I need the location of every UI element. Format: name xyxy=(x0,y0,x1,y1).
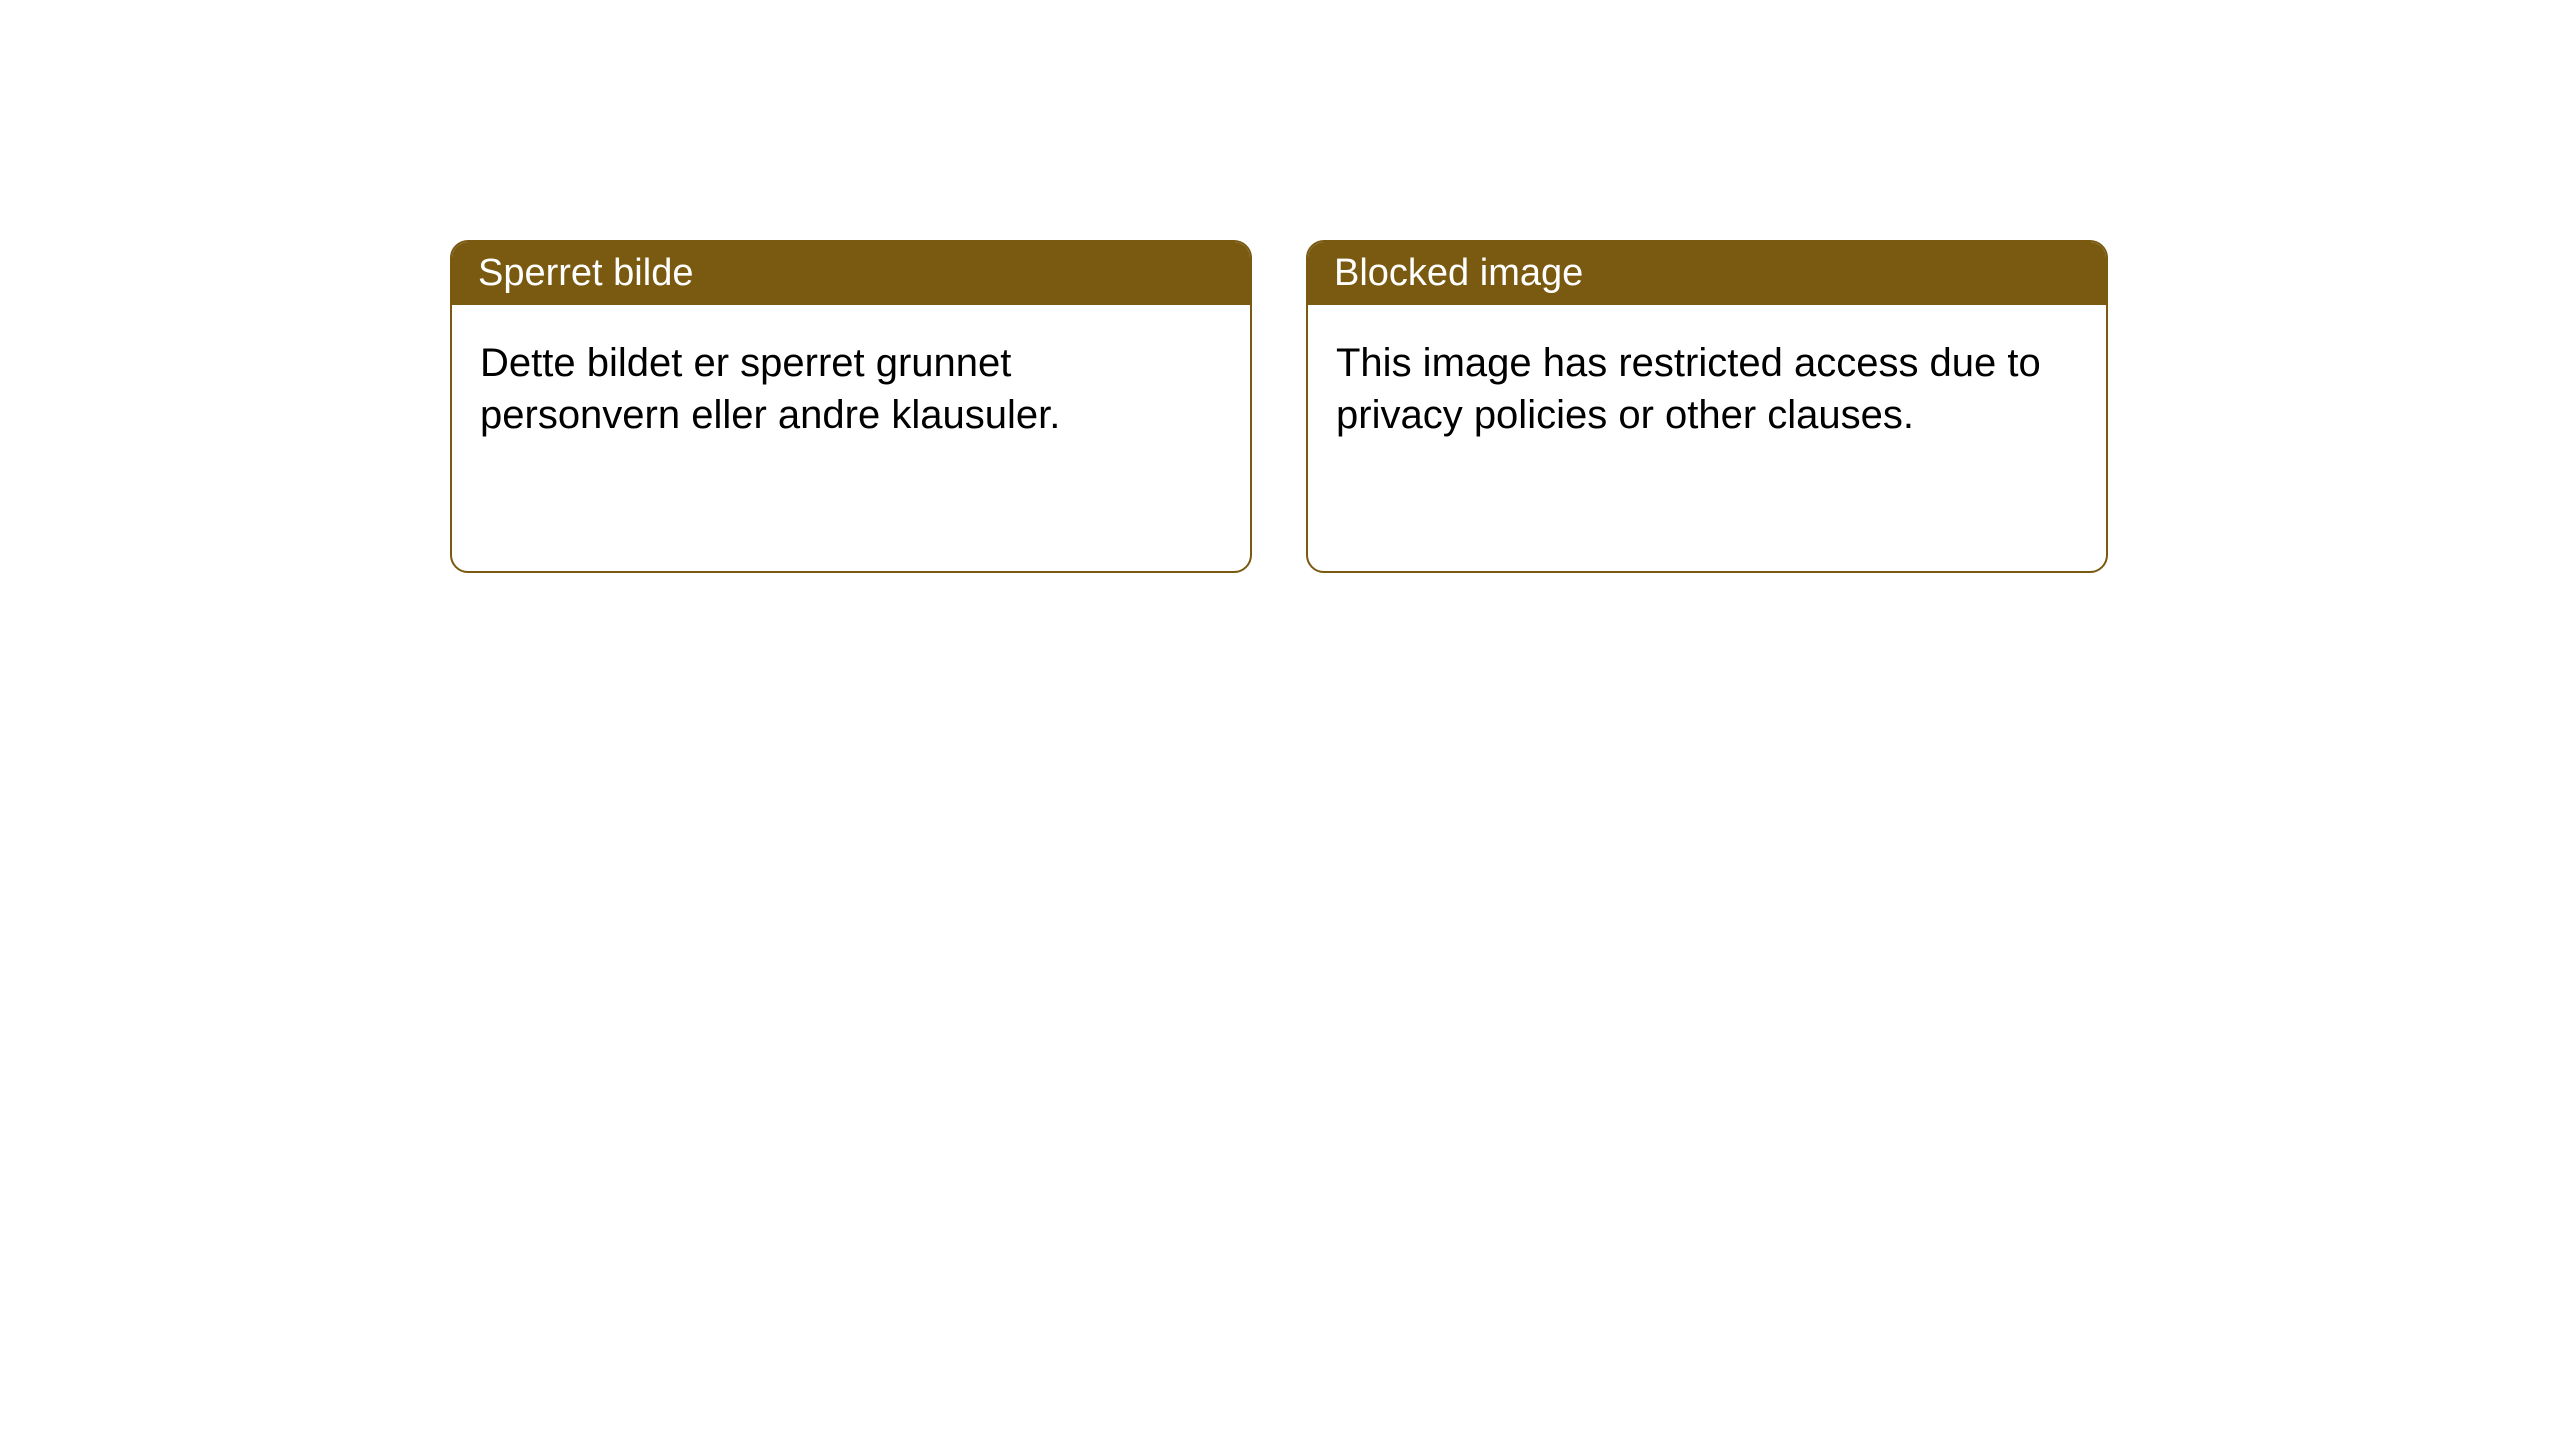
notice-card-norwegian: Sperret bilde Dette bildet er sperret gr… xyxy=(450,240,1252,573)
notice-body: This image has restricted access due to … xyxy=(1308,305,2106,473)
notice-card-english: Blocked image This image has restricted … xyxy=(1306,240,2108,573)
notice-body: Dette bildet er sperret grunnet personve… xyxy=(452,305,1250,473)
notice-title: Sperret bilde xyxy=(452,242,1250,305)
notice-container: Sperret bilde Dette bildet er sperret gr… xyxy=(0,0,2560,573)
notice-title: Blocked image xyxy=(1308,242,2106,305)
